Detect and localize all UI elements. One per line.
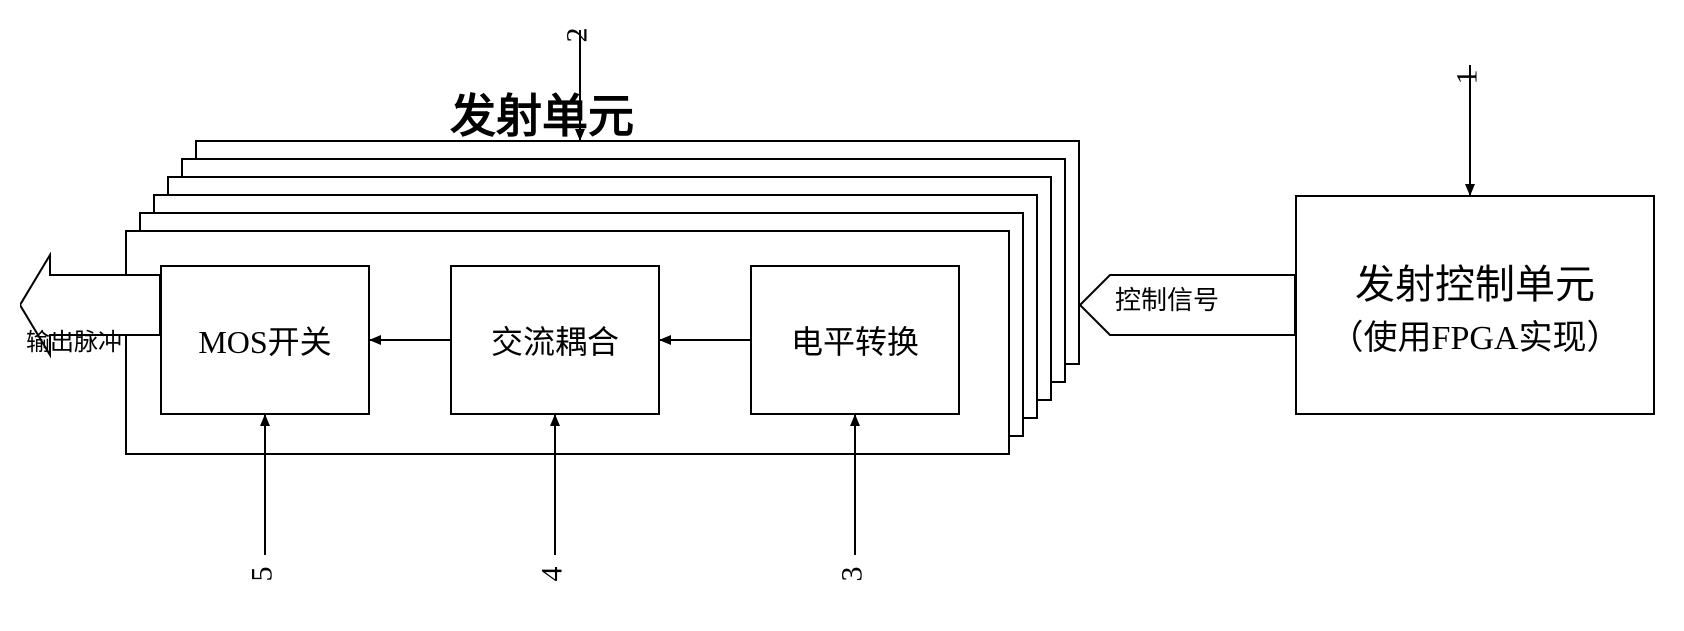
level-shift-label: 电平转换 (791, 317, 919, 363)
control-unit-label1: 发射控制单元 (1355, 252, 1595, 310)
ref-3: 3 (836, 567, 870, 582)
control-unit-box: 发射控制单元 （使用FPGA实现） (1295, 195, 1655, 415)
mos-switch-label: MOS开关 (198, 317, 331, 363)
ref-4: 4 (536, 567, 570, 582)
mos-switch-block: MOS开关 (160, 265, 370, 415)
emit-unit-title: 发射单元 (450, 80, 634, 146)
control-unit-label2: （使用FPGA实现） (1330, 310, 1621, 359)
diagram-canvas: 发射控制单元 （使用FPGA实现） 电平转换 交流耦合 MOS开关 发射单元 控… (20, 20, 1684, 611)
ac-couple-block: 交流耦合 (450, 265, 660, 415)
ref-5: 5 (246, 567, 280, 582)
ref-2: 2 (561, 28, 595, 43)
level-shift-block: 电平转换 (750, 265, 960, 415)
ref-1: 1 (1451, 70, 1485, 85)
control-signal-label: 控制信号 (1115, 280, 1219, 317)
ac-couple-label: 交流耦合 (491, 317, 619, 363)
output-pulse-label: 输出脉冲 (26, 322, 122, 357)
